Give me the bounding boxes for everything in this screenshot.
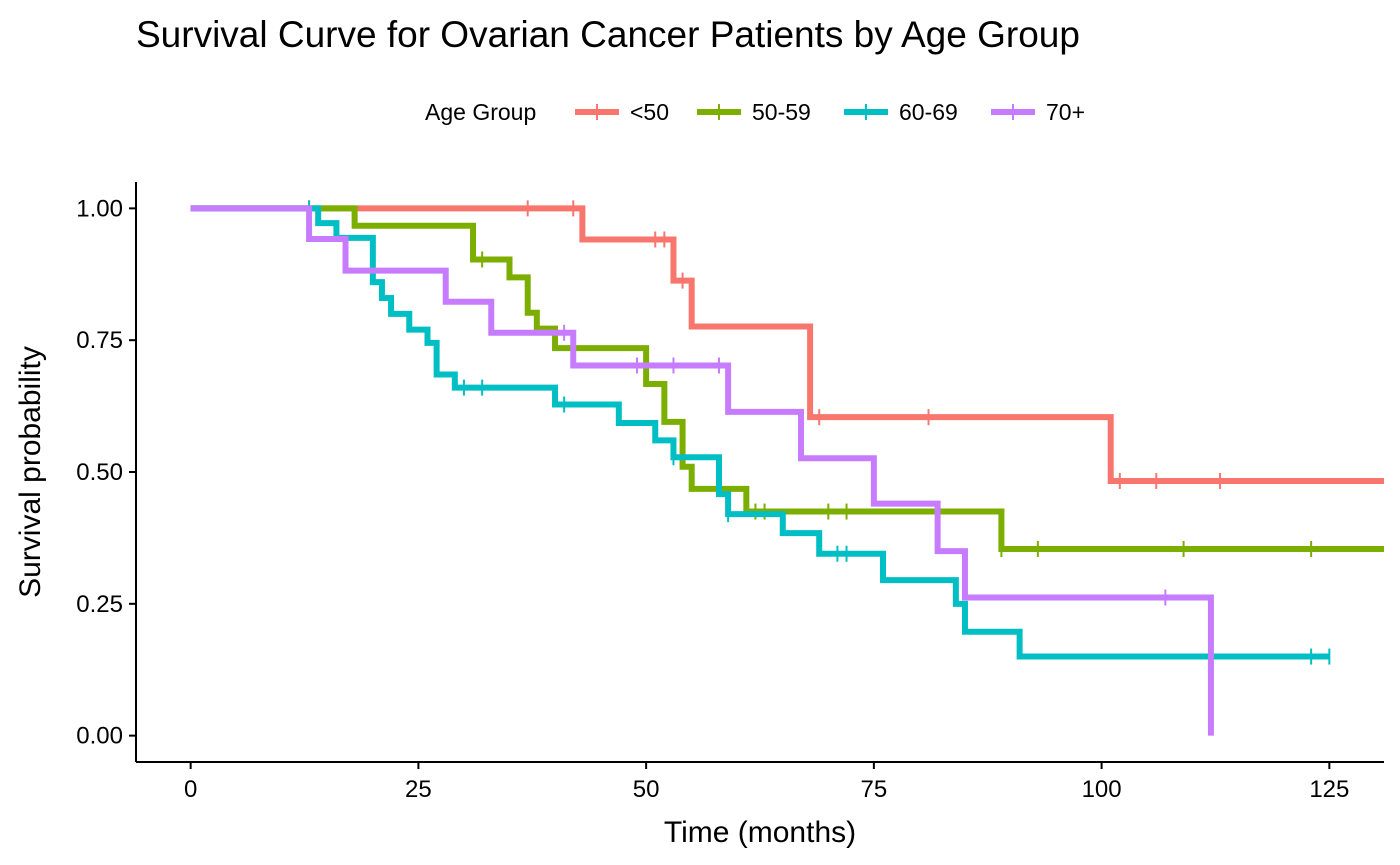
legend-label-70-plus: 70+	[1046, 99, 1086, 125]
legend: Age Group <50 50-59 60-69 70+	[0, 97, 1400, 127]
survival-line-50-59	[190, 205, 1384, 552]
survival-line-under-50	[190, 205, 1384, 484]
x-tick-label: 0	[184, 776, 197, 803]
legend-key-50-59	[697, 104, 741, 120]
y-axis-ticks: 0.00 0.25 0.50 0.75 1.00	[76, 195, 136, 750]
legend-label-under-50: <50	[630, 99, 670, 125]
series-under-50	[190, 200, 1384, 489]
series-50-59	[190, 200, 1384, 557]
legend-key-under-50	[575, 104, 619, 120]
x-tick-label: 100	[1082, 776, 1122, 803]
survival-line-60-69	[190, 205, 1330, 660]
x-tick-label: 50	[633, 776, 660, 803]
chart-title: Survival Curve for Ovarian Cancer Patien…	[136, 14, 1080, 55]
x-axis-ticks: 0 25 50 75 100 125	[184, 762, 1349, 803]
y-tick-label: 0.75	[76, 327, 123, 354]
y-tick-label: 0.25	[76, 591, 123, 618]
legend-label-60-69: 60-69	[899, 99, 958, 125]
x-tick-label: 25	[405, 776, 432, 803]
y-tick-label: 0.00	[76, 723, 123, 750]
legend-label-50-59: 50-59	[752, 99, 811, 125]
survival-line-70-plus	[190, 205, 1214, 736]
x-tick-label: 125	[1309, 776, 1349, 803]
series-layer	[190, 200, 1384, 736]
y-tick-label: 1.00	[76, 195, 123, 222]
legend-key-70-plus	[991, 104, 1035, 120]
y-tick-label: 0.50	[76, 459, 123, 486]
y-axis-title: Survival probability	[14, 346, 47, 598]
series-70-plus	[190, 205, 1214, 736]
legend-key-60-69	[844, 104, 888, 120]
legend-title: Age Group	[425, 99, 537, 125]
x-tick-label: 75	[861, 776, 888, 803]
x-axis-title: Time (months)	[664, 816, 856, 849]
